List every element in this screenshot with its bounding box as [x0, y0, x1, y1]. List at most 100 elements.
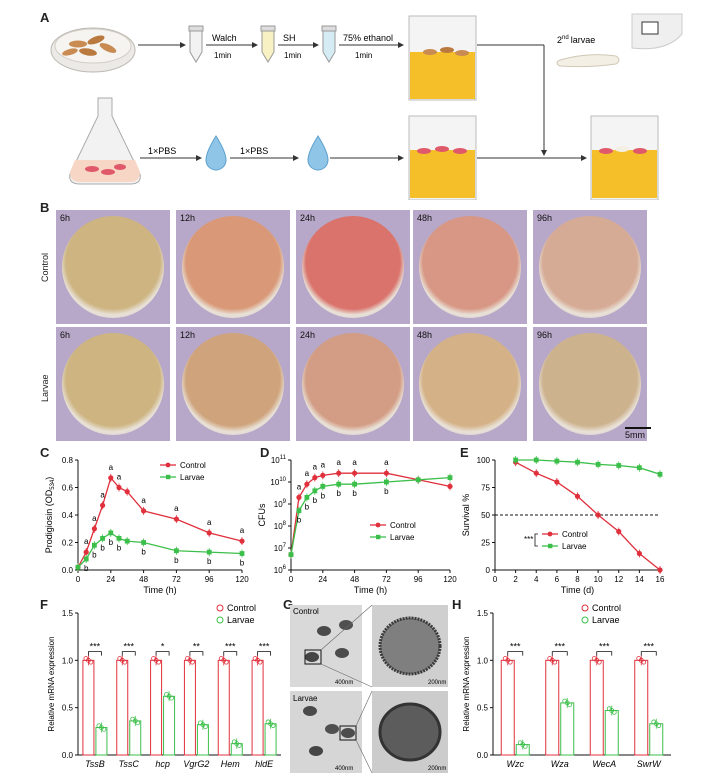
legend-marker	[165, 462, 171, 468]
significance-letter: a	[117, 473, 122, 482]
significance-mark: ***	[123, 642, 134, 652]
significance-letter: a	[100, 490, 105, 499]
bar-control	[251, 659, 264, 756]
data-point	[522, 743, 528, 749]
bar-larvae	[129, 720, 142, 756]
y-axis-label: Relative mRNA expression	[47, 636, 56, 731]
y-axis-label: Relative mRNA expression	[462, 636, 471, 731]
data-point-control	[595, 512, 601, 518]
tem-larvae-label: Larvae	[293, 694, 318, 703]
scale-400nm-top: 400nm	[335, 680, 353, 686]
data-point	[223, 659, 229, 665]
significance-letter: a	[352, 458, 357, 467]
data-point-control	[554, 479, 560, 485]
data-point-control	[296, 494, 302, 500]
legend-label-control: Control	[390, 521, 416, 530]
significance-letter: b	[84, 564, 89, 573]
significance-bracket	[88, 651, 102, 656]
significance-bracket	[596, 651, 613, 656]
panel-label-c: C	[40, 445, 50, 460]
significance-mark: ***	[599, 642, 610, 652]
category-label: hcp	[155, 759, 170, 769]
significance-letter: b	[336, 489, 341, 498]
legend-marker	[376, 534, 381, 540]
droplet-icon-1	[205, 135, 227, 171]
legend-label-larvae: Larvae	[227, 615, 255, 625]
series-line-larvae	[515, 459, 661, 475]
data-point-larvae	[108, 530, 114, 536]
series-line-control	[515, 461, 661, 571]
data-point-larvae	[100, 535, 105, 541]
panel-label-d: D	[260, 445, 270, 460]
data-point-control	[239, 538, 245, 544]
data-point	[203, 724, 208, 729]
y-tick-label: 0.0	[62, 566, 74, 575]
category-label: WecA	[592, 759, 616, 769]
y-tick-label: 0.2	[62, 539, 74, 548]
significance-letter: b	[100, 543, 105, 552]
category-label: Wza	[551, 759, 569, 769]
significance-mark: ***	[510, 642, 521, 652]
x-tick-label: 96	[205, 575, 214, 584]
data-point-control	[141, 508, 147, 514]
time-label-larvae-96h: 96h	[537, 330, 553, 340]
significance-mark: *	[161, 642, 165, 652]
data-point-larvae	[206, 549, 212, 555]
y-tick-label: 0.6	[62, 484, 74, 493]
beaker-final-icon	[590, 115, 659, 200]
dish-larvae-96h: 96h	[533, 327, 647, 441]
data-point-larvae	[312, 488, 318, 494]
step-sh: SH	[283, 33, 296, 43]
flask-icon	[69, 97, 141, 185]
data-point-control	[533, 470, 539, 476]
x-tick-label: 0	[493, 575, 498, 584]
significance-letter: b	[352, 489, 357, 498]
x-tick-label: 4	[534, 575, 539, 584]
significance-letter: a	[84, 537, 89, 546]
x-axis-label: Time (h)	[354, 585, 387, 595]
y-tick-label: 1.0	[477, 656, 489, 665]
dish-sample-control-96h	[539, 216, 641, 318]
dish-sample-control-6h	[62, 216, 164, 318]
data-point	[641, 659, 647, 665]
significance-letter: a	[384, 458, 389, 467]
data-point	[596, 659, 602, 665]
chart-e-survival: 0 25 50 75 100 0 2 4 6 8 10 12 14 16 Time (d) Survival …	[461, 456, 665, 595]
legend-marker	[375, 522, 381, 528]
y-tick-label: 100	[477, 456, 491, 465]
data-point-larvae	[636, 465, 642, 471]
data-point	[135, 720, 141, 726]
bar-control	[217, 659, 230, 756]
significance-letter: b	[174, 556, 179, 565]
data-point	[257, 659, 263, 665]
significance-letter: a	[336, 458, 341, 467]
significance-letter: a	[92, 514, 97, 523]
data-point-control	[657, 567, 663, 573]
legend-label-larvae: Larvae	[390, 533, 415, 542]
x-tick-label: 12	[614, 575, 623, 584]
significance-bracket	[640, 651, 657, 656]
larvae-label: 2nd larvae	[557, 35, 595, 45]
dish-control-48h: 48h	[413, 210, 527, 324]
y-tick-label: 1.5	[62, 609, 74, 618]
data-point	[507, 659, 513, 665]
data-point-control	[636, 550, 642, 557]
legend-marker	[216, 604, 224, 612]
x-tick-label: 0	[289, 575, 294, 584]
x-tick-label: 0	[76, 575, 81, 584]
significance-letter: a	[240, 526, 245, 535]
data-point-larvae	[352, 481, 357, 487]
x-tick-label: 2	[513, 575, 518, 584]
chart-h-mrna: 0.0 0.5 1.0 1.5 Relative mRNA expression *** W…	[462, 603, 671, 769]
bar-control	[500, 659, 515, 756]
petri-dish-larvae-icon	[50, 27, 136, 73]
panel-a-schematic: Walch 1min SH 1min 75% ethanol 1min 2nd l…	[50, 13, 683, 200]
data-point	[236, 743, 242, 748]
data-point-control	[108, 475, 114, 481]
y-tick-label: 106	[274, 565, 287, 575]
x-tick-label: 10	[594, 575, 603, 584]
data-point	[552, 659, 558, 665]
significance-letter: b	[141, 548, 146, 557]
dish-sample-larvae-24h	[302, 333, 404, 435]
